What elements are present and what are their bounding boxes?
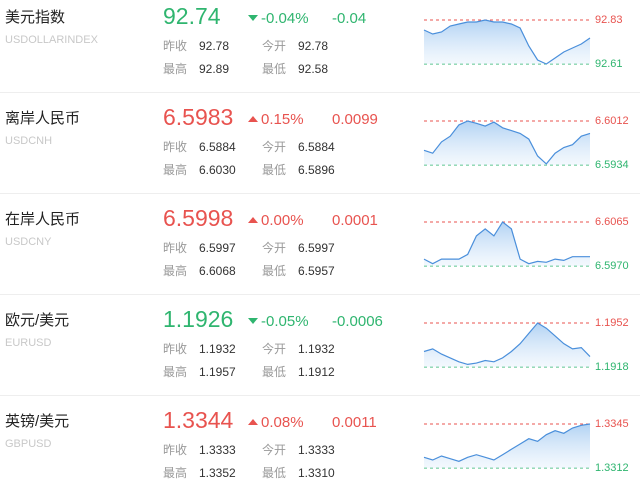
field-value: 6.5997: [298, 241, 335, 255]
instrument-code: GBPUSD: [5, 438, 52, 450]
field-label: 最高: [163, 263, 187, 278]
field-value: 92.58: [298, 62, 328, 76]
price: 1.3344: [163, 407, 234, 433]
sparkline: [423, 19, 591, 65]
sparkline-low: 1.1918: [595, 361, 629, 373]
change: 0.0099: [332, 111, 378, 128]
sparkline-area: [424, 222, 590, 266]
change: -0.04: [332, 10, 366, 27]
field-label: 最低: [262, 466, 286, 480]
field-value: 6.5896: [298, 163, 335, 177]
instrument-name: 美元指数: [5, 9, 65, 26]
trend-arrow: [248, 116, 258, 122]
quote-row[interactable]: 英镑/美元 GBPUSD 1.3344 0.08% 0.0011 昨收 1.3333 今开 1.…: [5, 407, 629, 480]
sparkline: [423, 120, 591, 165]
sparkline: [423, 221, 590, 265]
sparkline-high: 6.6012: [595, 115, 629, 127]
field-value: 1.3310: [298, 466, 335, 480]
field-value: 1.3333: [298, 443, 335, 457]
sparkline-low: 92.61: [595, 58, 623, 70]
field-value: 6.6068: [199, 264, 236, 278]
field-label: 今开: [262, 38, 286, 53]
quote-row[interactable]: 在岸人民币 USDCNY 6.5998 0.00% 0.0001 昨收 6.5997 今开 6.…: [5, 205, 629, 278]
field-label: 最高: [163, 465, 187, 480]
trend-arrow: [248, 217, 258, 223]
sparkline-area: [424, 323, 590, 367]
field-label: 今开: [262, 442, 286, 457]
sparkline-high: 1.1952: [595, 317, 629, 329]
field-label: 昨收: [163, 342, 187, 356]
sparkline-area: [424, 424, 590, 468]
field-label: 今开: [262, 341, 286, 356]
sparkline-low: 1.3312: [595, 462, 629, 474]
sparkline-high: 6.6065: [595, 216, 629, 228]
price: 92.74: [163, 3, 221, 29]
field-label: 昨收: [163, 39, 187, 53]
field-value: 1.1932: [199, 342, 236, 356]
price: 6.5998: [163, 205, 233, 231]
instrument-name: 离岸人民币: [5, 110, 80, 127]
field-value: 1.1912: [298, 365, 335, 379]
trend-arrow: [248, 318, 258, 324]
sparkline-low: 6.5970: [595, 260, 629, 272]
field-label: 最低: [262, 264, 286, 278]
field-label: 最高: [163, 61, 187, 76]
change-percent: -0.04%: [261, 10, 309, 27]
field-label: 昨收: [163, 140, 187, 154]
sparkline-low: 6.5934: [595, 159, 629, 171]
change-percent: 0.15%: [261, 111, 304, 128]
change-percent: -0.05%: [261, 313, 309, 330]
field-label: 最低: [262, 365, 286, 379]
instrument-name: 英镑/美元: [5, 412, 69, 430]
quote-row[interactable]: 美元指数 USDOLLARINDEX 92.74 -0.04% -0.04 昨收 92.78…: [5, 3, 623, 76]
price: 1.1926: [163, 306, 233, 332]
field-value: 92.78: [298, 39, 328, 53]
instrument-code: EURUSD: [5, 337, 52, 349]
field-label: 最低: [262, 62, 286, 76]
field-value: 6.6030: [199, 163, 236, 177]
field-label: 昨收: [163, 241, 187, 255]
price: 6.5983: [163, 104, 233, 130]
field-label: 最低: [262, 163, 286, 177]
field-value: 92.89: [199, 62, 229, 76]
field-value: 6.5884: [199, 140, 236, 154]
field-value: 6.5884: [298, 140, 335, 154]
field-label: 最高: [163, 364, 187, 379]
instrument-code: USDCNH: [5, 135, 52, 147]
quote-row[interactable]: 离岸人民币 USDCNH 6.5983 0.15% 0.0099 昨收 6.5884 今开 6.…: [5, 104, 629, 177]
sparkline-area: [424, 121, 590, 165]
change: -0.0006: [332, 313, 383, 330]
instrument-name: 在岸人民币: [5, 211, 80, 228]
field-label: 今开: [262, 240, 286, 255]
change-percent: 0.00%: [261, 212, 304, 229]
change: 0.0001: [332, 212, 378, 229]
change: 0.0011: [332, 414, 377, 431]
sparkline-high: 92.83: [595, 14, 623, 26]
sparkline: [423, 322, 591, 366]
sparkline: [423, 423, 591, 462]
field-value: 6.5957: [298, 264, 335, 278]
change-percent: 0.08%: [261, 414, 304, 431]
field-label: 昨收: [163, 443, 187, 457]
field-value: 6.5997: [199, 241, 236, 255]
field-label: 今开: [262, 139, 286, 154]
field-value: 1.3352: [199, 466, 236, 480]
trend-arrow: [248, 15, 258, 21]
instrument-code: USDOLLARINDEX: [5, 34, 99, 46]
field-value: 1.1957: [199, 365, 236, 379]
trend-arrow: [248, 419, 258, 425]
field-value: 1.3333: [199, 443, 236, 457]
field-value: 92.78: [199, 39, 229, 53]
sparkline-area: [424, 20, 590, 64]
field-label: 最高: [163, 162, 187, 177]
sparkline-high: 1.3345: [595, 418, 629, 430]
instrument-code: USDCNY: [5, 236, 52, 248]
quote-row[interactable]: 欧元/美元 EURUSD 1.1926 -0.05% -0.0006 昨收 1.1932 今开…: [5, 306, 629, 379]
field-value: 1.1932: [298, 342, 335, 356]
instrument-name: 欧元/美元: [5, 312, 69, 329]
